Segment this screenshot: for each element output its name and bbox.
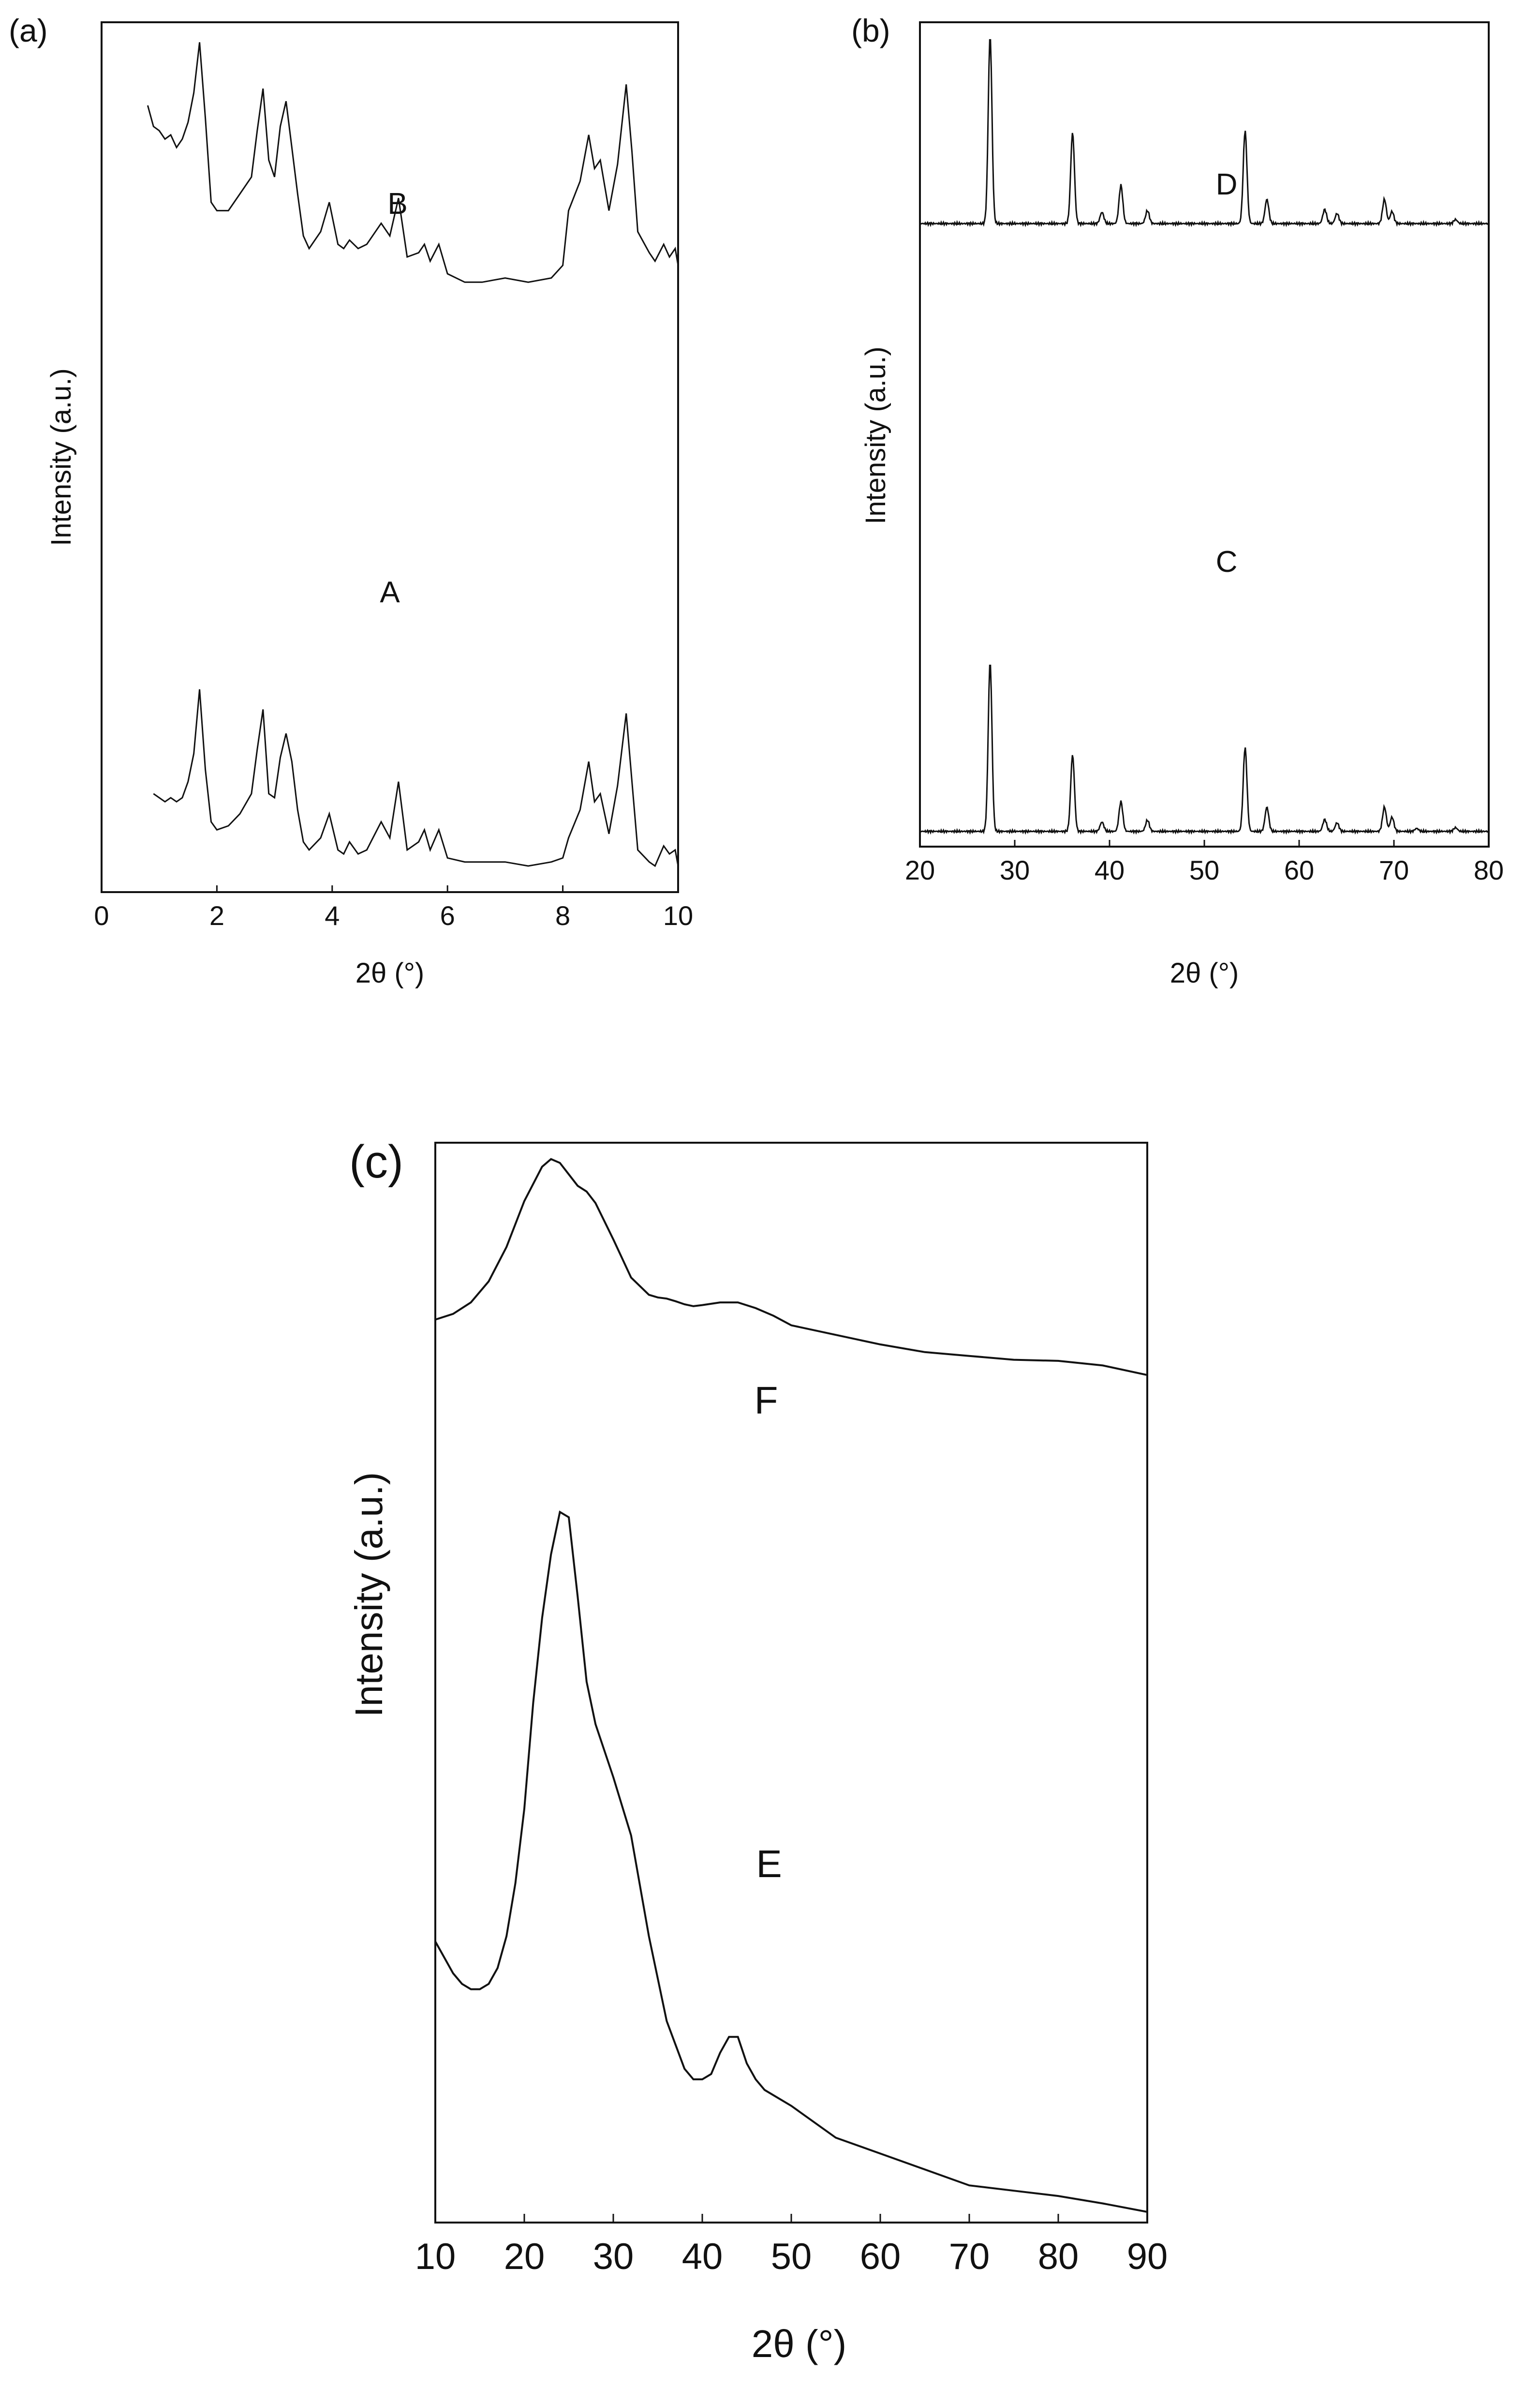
panel-b-x-axis-label: 2θ (°) [1170, 957, 1239, 989]
panel-c-series-f-line [435, 1158, 1148, 1376]
panel-a-frame [101, 21, 679, 893]
panel-b-y-axis-label: Intensity (a.u.) [860, 346, 891, 524]
panel-c-x-tick-label: 50 [771, 2236, 812, 2277]
panel-a-x-axis: 0 2 4 6 8 10 [94, 885, 693, 931]
panel-b-curve-label-d: D [1216, 168, 1238, 201]
panel-c-series-e-line [434, 1510, 1148, 2213]
panel-c-x-tick-label: 80 [1038, 2236, 1079, 2277]
panel-b: (b) 20 30 40 50 60 70 80 2θ (°) Intensity (a.u… [851, 13, 1504, 989]
panel-b-x-tick-label: 20 [905, 855, 935, 885]
panel-c-x-tick-label: 20 [504, 2236, 545, 2277]
panel-b-x-tick-label: 50 [1189, 855, 1219, 885]
panel-a-y-axis-label: Intensity (a.u.) [45, 368, 77, 546]
panel-c-x-tick-label: 10 [415, 2236, 456, 2277]
panel-c-x-axis-label: 2θ (°) [752, 2322, 846, 2365]
panel-c-y-axis-label: Intensity (a.u.) [347, 1472, 390, 1717]
panel-c-x-axis: 10 20 30 40 50 60 70 80 90 [415, 2214, 1168, 2277]
panel-a-x-tick-label: 2 [209, 900, 224, 931]
panel-a-curve-label-b: B [387, 187, 407, 221]
panel-a-tag: (a) [9, 13, 48, 48]
panel-b-series-d-line [919, 39, 1489, 227]
panel-b-x-axis: 20 30 40 50 60 70 80 [905, 840, 1504, 885]
panel-a-x-tick-label: 8 [555, 900, 570, 931]
panel-b-series-c-line [919, 664, 1489, 835]
panel-a-x-axis-label: 2θ (°) [355, 957, 424, 989]
panel-a-series-b-line [147, 42, 679, 283]
panel-c-tag: (c) [349, 1136, 403, 1188]
panel-c-x-tick-label: 90 [1127, 2236, 1168, 2277]
panel-a-curve-label-a: A [380, 576, 400, 609]
panel-a-x-tick-label: 0 [94, 900, 109, 931]
panel-c-x-tick-label: 40 [682, 2236, 723, 2277]
panel-a: (a) 0 2 4 6 8 10 2θ (°) Intensity (a.u.) B A [9, 13, 693, 989]
panel-b-x-tick-label: 70 [1379, 855, 1409, 885]
panel-c-x-tick-label: 60 [860, 2236, 901, 2277]
panel-b-x-tick-label: 80 [1474, 855, 1504, 885]
panel-c-curve-label-e: E [756, 1842, 782, 1885]
panel-b-x-tick-label: 60 [1284, 855, 1314, 885]
panel-c-curve-label-f: F [755, 1379, 778, 1422]
panel-a-series-a-line [153, 689, 679, 867]
panel-b-tag: (b) [851, 13, 890, 48]
panel-c-x-tick-label: 70 [949, 2236, 990, 2277]
panel-c-x-tick-label: 30 [593, 2236, 634, 2277]
panel-a-x-tick-label: 4 [325, 900, 340, 931]
panel-b-curve-label-c: C [1216, 545, 1238, 579]
panel-a-x-tick-label: 10 [663, 900, 693, 931]
panel-b-x-tick-label: 30 [1000, 855, 1030, 885]
panel-c: (c) 10 20 30 40 50 60 70 80 90 2θ (°) Intensity … [347, 1136, 1168, 2365]
panel-a-x-tick-label: 6 [440, 900, 455, 931]
panel-b-x-tick-label: 40 [1095, 855, 1125, 885]
